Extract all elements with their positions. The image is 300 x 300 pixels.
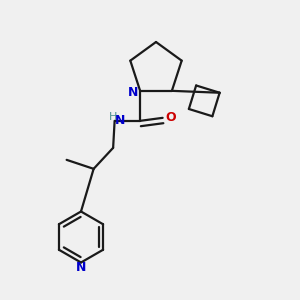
- Text: N: N: [128, 86, 139, 99]
- Text: N: N: [76, 261, 86, 274]
- Text: N: N: [115, 114, 125, 127]
- Text: O: O: [166, 111, 176, 124]
- Text: H: H: [109, 112, 117, 122]
